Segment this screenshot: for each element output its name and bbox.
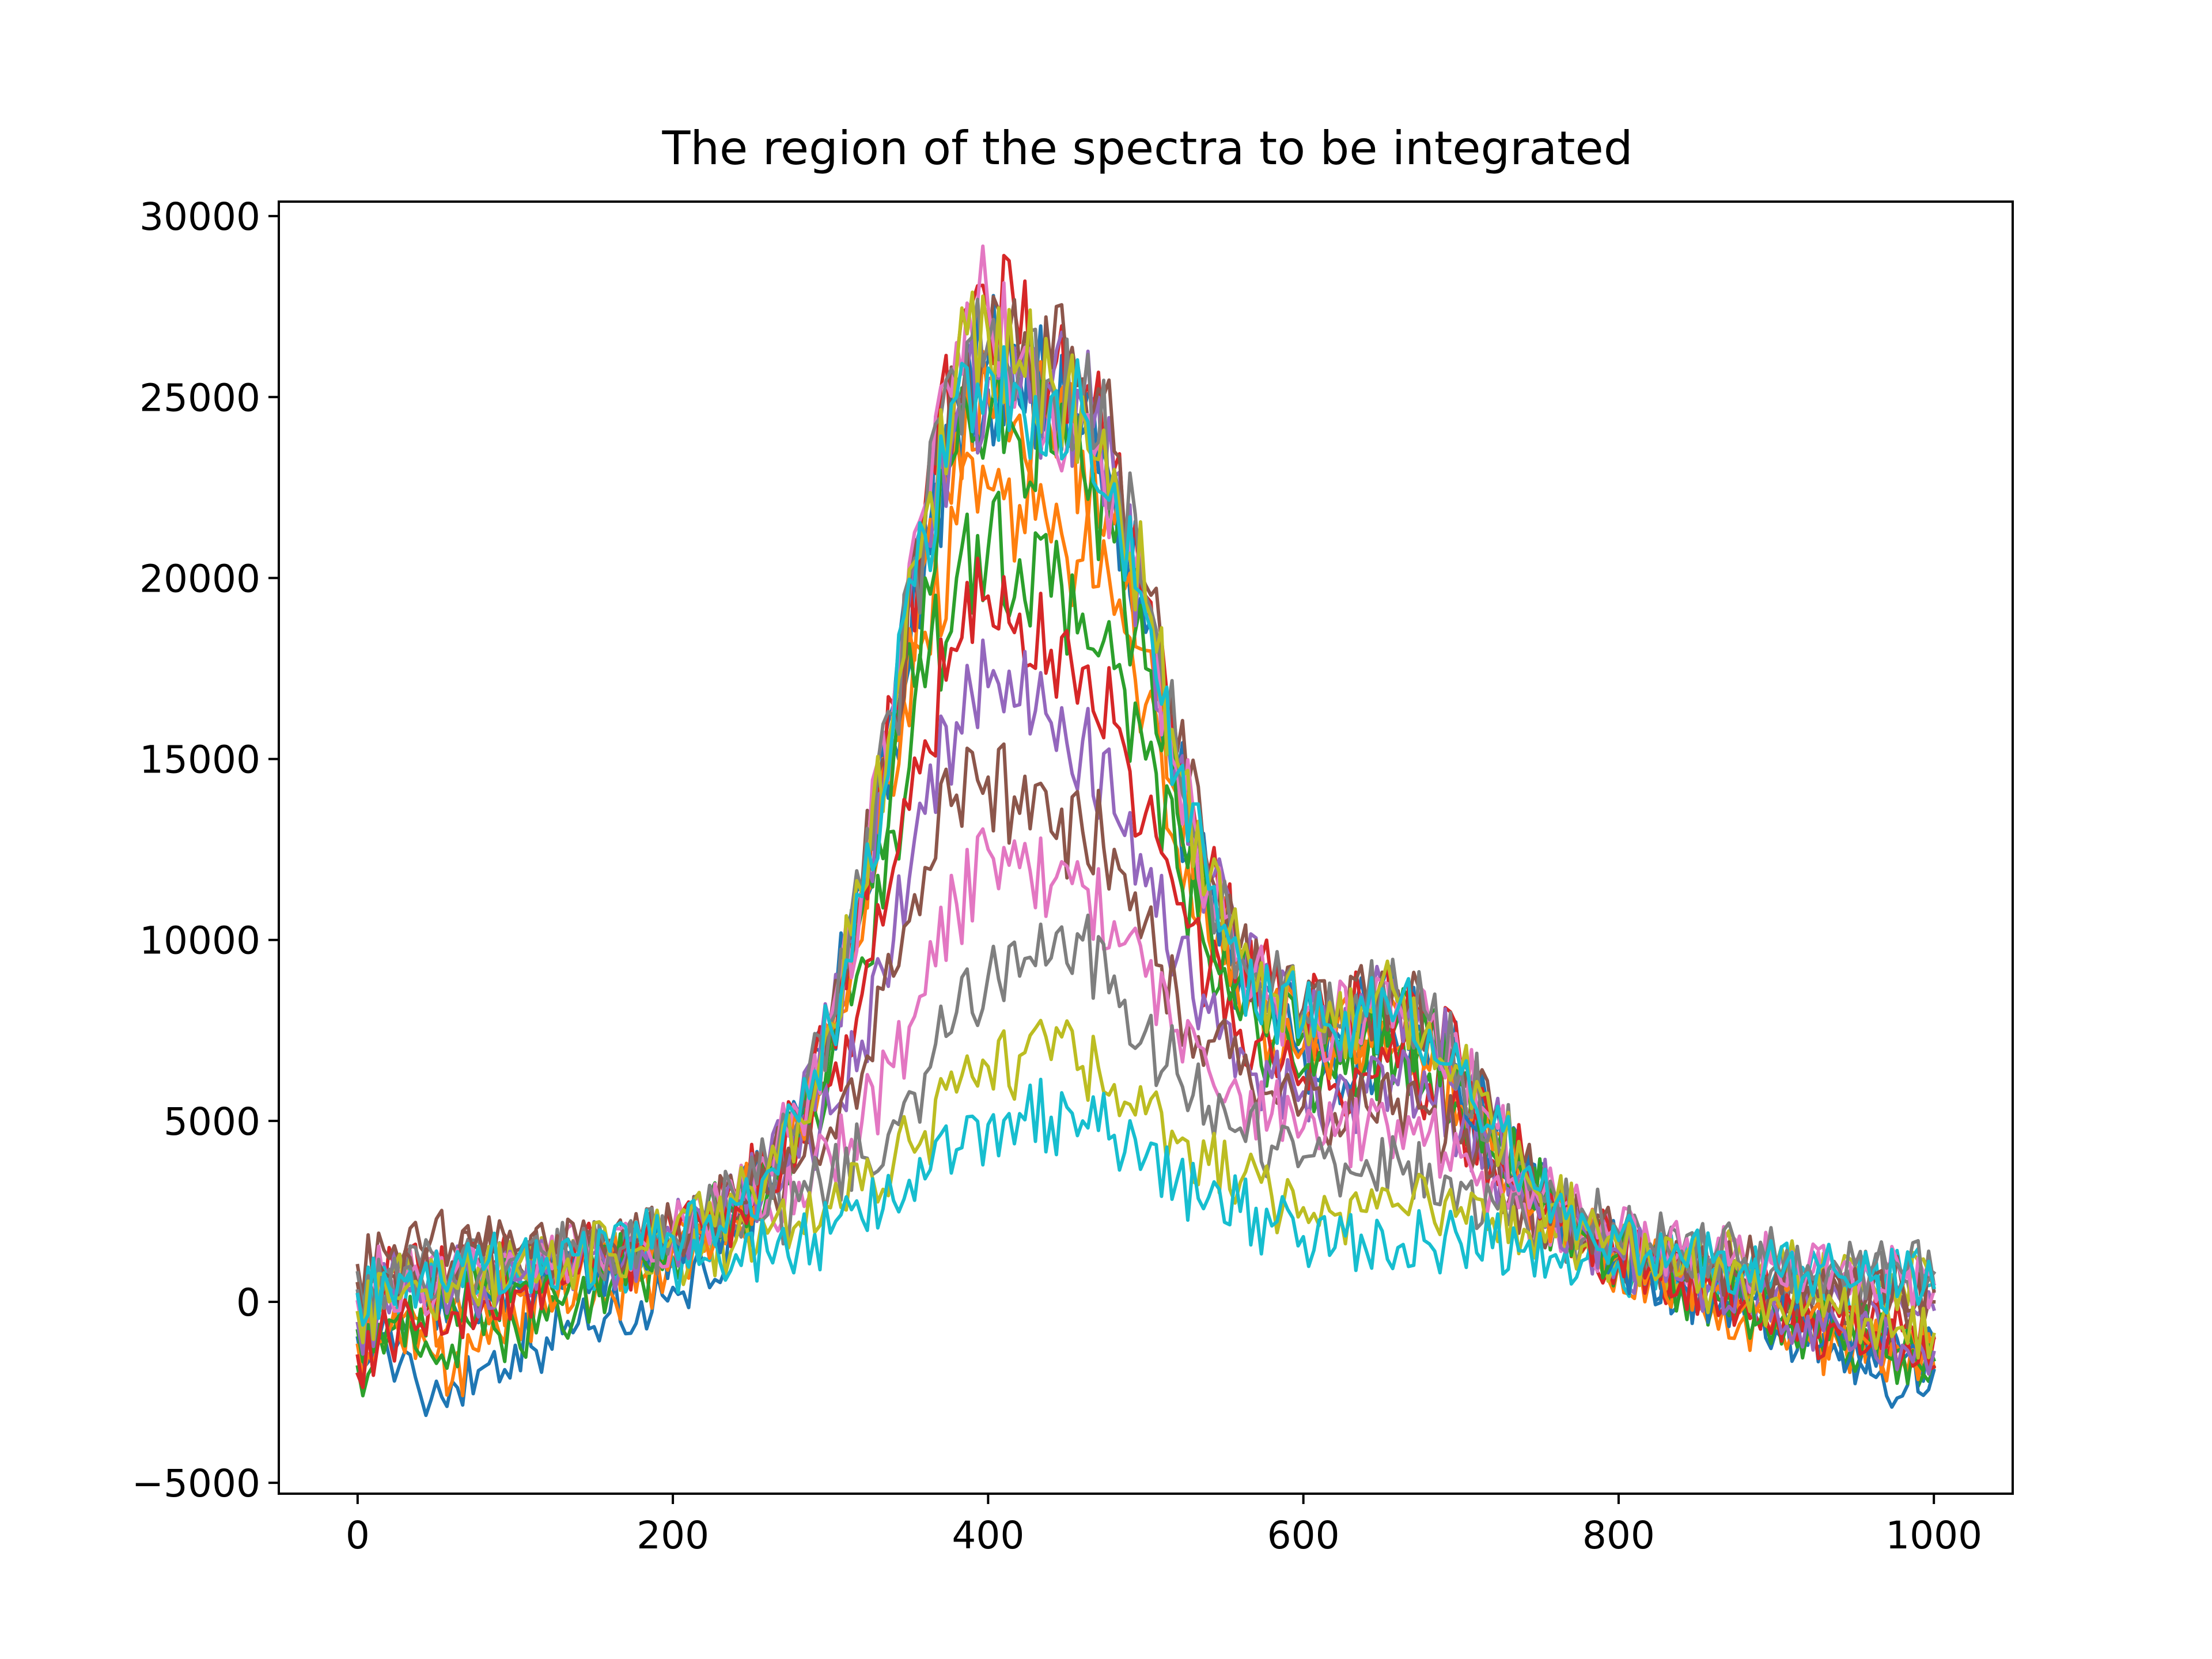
x-tick-label: 600 [1267, 1513, 1340, 1558]
y-tick-label: 5000 [164, 1100, 260, 1144]
series-line-17 [355, 244, 1937, 1334]
series-line-1 [355, 340, 1937, 1417]
plot-area-frame [278, 200, 2014, 1495]
y-tick-label: 20000 [139, 556, 260, 601]
series-line-14 [355, 253, 1937, 1389]
series-lines [355, 244, 1937, 1417]
y-tick-label: 0 [236, 1281, 260, 1325]
x-tick-label: 0 [346, 1513, 370, 1558]
series-line-19 [355, 290, 1936, 1360]
x-tick-label: 1000 [1885, 1513, 1982, 1558]
y-tick-label: 25000 [139, 376, 260, 420]
series-line-15 [355, 330, 1936, 1376]
y-tick-label: 10000 [139, 919, 260, 963]
series-line-20 [355, 345, 1936, 1327]
x-tick-label: 800 [1582, 1513, 1655, 1558]
y-tick-label: −5000 [132, 1461, 260, 1506]
chart-title: The region of the spectra to be integrat… [661, 122, 1633, 175]
y-axis-ticks: −5000 0 5000 10000 15000 20000 25000 30000 [132, 195, 279, 1506]
x-tick-label: 200 [637, 1513, 709, 1558]
x-tick-label: 400 [952, 1513, 1024, 1558]
y-tick-label: 30000 [139, 195, 260, 239]
y-tick-label: 15000 [139, 738, 260, 782]
x-axis-ticks: 0 200 400 600 800 1000 [346, 1494, 1982, 1558]
